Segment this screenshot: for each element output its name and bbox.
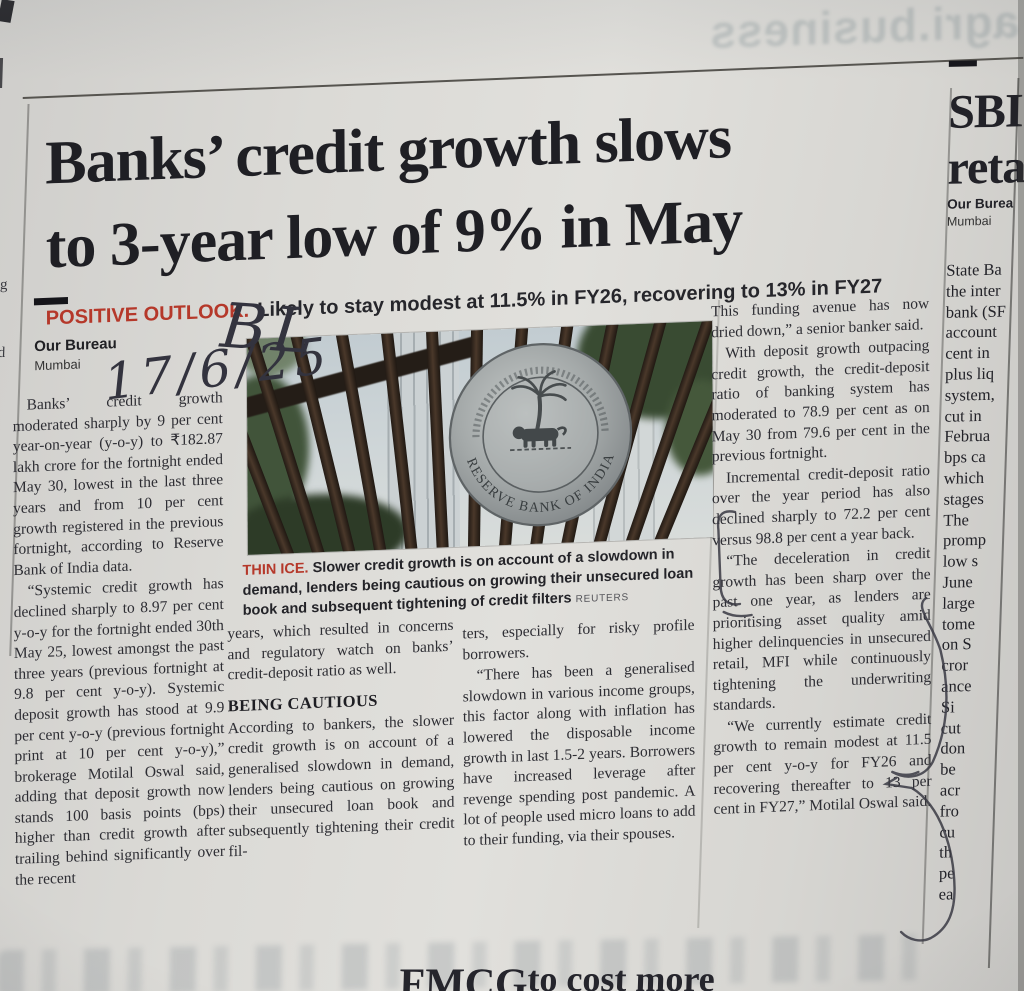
text-fragment: cror [941, 655, 969, 675]
seal-ground-line [510, 446, 572, 452]
side-text-fragments: State Ba the inter bank (SF account cent in p… [939, 259, 1017, 905]
text-fragment: don [940, 738, 966, 759]
side-byline-bar [948, 60, 977, 67]
paragraph-pen-bracketed: Incremental credit-deposit ratio over th… [711, 461, 931, 549]
text-fragment: on S [941, 634, 972, 655]
side-article: SBI reta Our Burea Mumbai State Ba the in… [939, 60, 1024, 905]
next-article-fragment: to cost more [526, 959, 716, 991]
text-fragment: be [940, 759, 956, 779]
page-edge-shadow [1018, 0, 1024, 991]
paragraph-pen-bracketed: “We currently estimate credit growth to … [713, 710, 932, 819]
article-headline: Banks’ credit growth slows to 3-year low… [45, 87, 956, 290]
paragraph: This funding avenue has now dried down,”… [710, 295, 930, 341]
side-headline-line1: SBI [947, 84, 1024, 139]
text-fragment: fro [939, 800, 960, 821]
left-edge-fragments: ng d nd [0, 276, 8, 363]
text-fragment: nd [0, 345, 6, 361]
paragraph: years, which resulted in concerns and re… [227, 616, 454, 684]
text-fragment: Februa [944, 426, 991, 447]
paragraph: With deposit growth outpacing credit gro… [711, 337, 930, 466]
text-fragment: ea [938, 884, 954, 904]
text-fragment: Si [940, 697, 955, 717]
rbi-gate-photo: RESERVE BANK OF INDIA [246, 321, 714, 555]
text-fragment: stages [943, 488, 984, 509]
body-column-2: years, which resulted in concerns and re… [227, 616, 455, 938]
text-fragment: ance [941, 675, 972, 696]
side-byline-author: Our Burea [947, 195, 1014, 212]
text-fragment: cut in [944, 405, 982, 426]
paragraph: Banks’ credit growth moderated sharply b… [12, 389, 224, 579]
caption-credit: REUTERS [575, 592, 630, 606]
text-fragment: th [939, 842, 953, 862]
text-fragment: cu [939, 821, 956, 842]
seal-hindi-text-band [472, 366, 609, 438]
byline-bar [33, 297, 68, 306]
text-fragment: cut [940, 717, 962, 738]
photo-caption: THIN ICE. Slower credit growth is on acc… [242, 543, 709, 621]
kicker-label: POSITIVE OUTLOOK. [45, 299, 250, 330]
paragraph-pen-bracketed: “The deceleration in credit growth has b… [712, 544, 932, 715]
text-fragment: low s [942, 551, 979, 571]
paragraph: “Systemic credit growth has declined sha… [13, 575, 226, 889]
caption-label: THIN ICE. [242, 560, 309, 579]
body-column-4: This funding avenue has now dried down,”… [711, 294, 932, 930]
caption-text: Slower credit growth is on account of a … [242, 546, 694, 619]
text-fragment: promp [942, 530, 987, 551]
text-fragment: cent in [945, 343, 990, 363]
rbi-seal: RESERVE BANK OF INDIA [448, 343, 633, 527]
body-column-1: Banks’ credit growth moderated sharply b… [13, 388, 226, 938]
next-article-fragment: FMCG [398, 961, 529, 991]
tiger [512, 426, 559, 448]
ghost-masthead-text: agri.business [709, 0, 1020, 59]
edge-smudge [0, 58, 4, 88]
paragraph: “There has been a generalised slowdown i… [462, 658, 696, 850]
text-fragment: State Ba [946, 259, 1002, 280]
text-fragment: ng [0, 277, 8, 293]
body-column-3: ters, especially for risky profile borro… [462, 616, 696, 939]
text-fragment: plus liq [944, 363, 995, 384]
text-fragment: system, [944, 384, 995, 405]
text-fragment: bank (SF [945, 301, 1007, 322]
tiger-tail [556, 426, 567, 436]
side-headline-line2: reta [947, 140, 1024, 195]
text-fragment: June [942, 572, 973, 592]
side-byline-location: Mumbai [946, 213, 992, 229]
text-fragment: The [943, 509, 970, 530]
text-fragment: bps ca [943, 447, 986, 467]
text-fragment: acr [939, 780, 961, 800]
text-fragment: d [0, 295, 7, 314]
edge-smudge [0, 0, 15, 23]
text-fragment: pe [938, 863, 955, 883]
paragraph: According to bankers, the slower credit … [227, 711, 455, 861]
text-fragment: tome [941, 613, 976, 634]
text-fragment: the inter [945, 280, 1001, 301]
text-fragment: account [945, 322, 998, 343]
text-fragment: which [943, 467, 985, 488]
text-fragment: large [942, 592, 976, 613]
